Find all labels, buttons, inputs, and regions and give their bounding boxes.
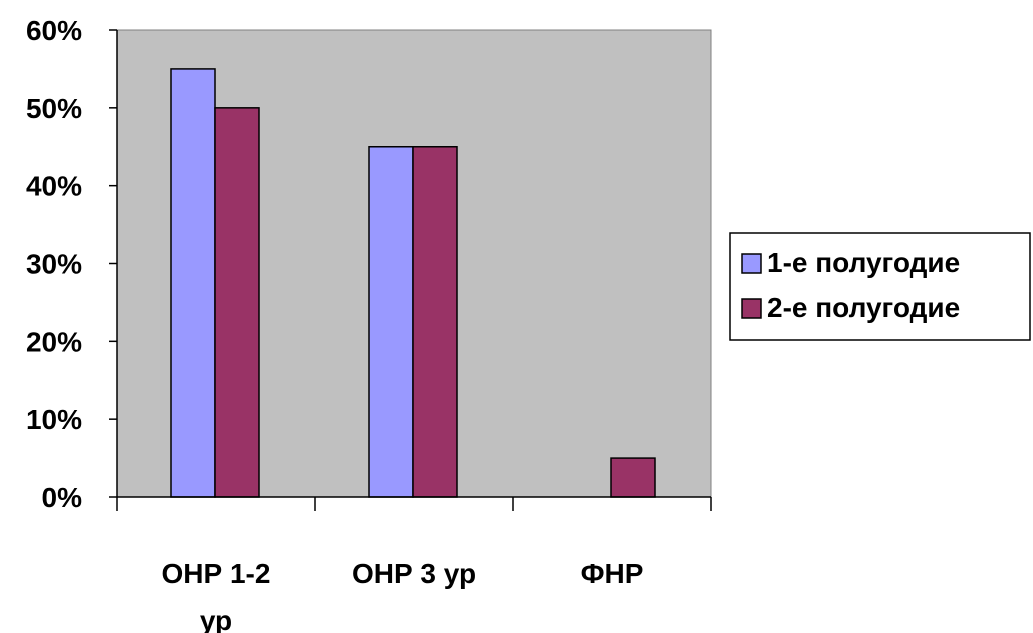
bar-2-3: [610, 457, 656, 498]
y-tick-label: 10%: [26, 404, 82, 435]
bars-group: [170, 68, 656, 498]
x-category-label: ОНР 3 ур: [352, 558, 476, 589]
bar-1-2: [368, 146, 414, 498]
legend-box: [729, 232, 1031, 341]
legend-label-2: 2-е полугодие: [767, 292, 960, 323]
y-axis-ticks: 0% 10% 20% 30% 40% 50% 60%: [26, 15, 117, 513]
y-tick-label: 0%: [42, 482, 83, 513]
y-tick-label: 30%: [26, 249, 82, 280]
bar-1-1: [170, 68, 216, 498]
x-category-label: ФНР: [581, 558, 644, 589]
y-tick-label: 50%: [26, 93, 82, 124]
legend: 1-е полугодие 2-е полугодие: [729, 232, 1031, 341]
x-axis-categories: ОНР 1-2 ур ОНР 3 ур ФНР: [116, 497, 712, 633]
x-category-label: ОНР 1-2 ур: [162, 558, 271, 633]
legend-label-1: 1-е полугодие: [767, 247, 960, 278]
bar-2-2: [412, 146, 458, 498]
legend-swatch-2: [741, 298, 762, 319]
y-tick-label: 60%: [26, 15, 82, 46]
y-tick-label: 20%: [26, 326, 82, 357]
legend-swatch-1: [741, 253, 762, 274]
y-tick-label: 40%: [26, 171, 82, 202]
bar-2-1: [214, 107, 260, 498]
